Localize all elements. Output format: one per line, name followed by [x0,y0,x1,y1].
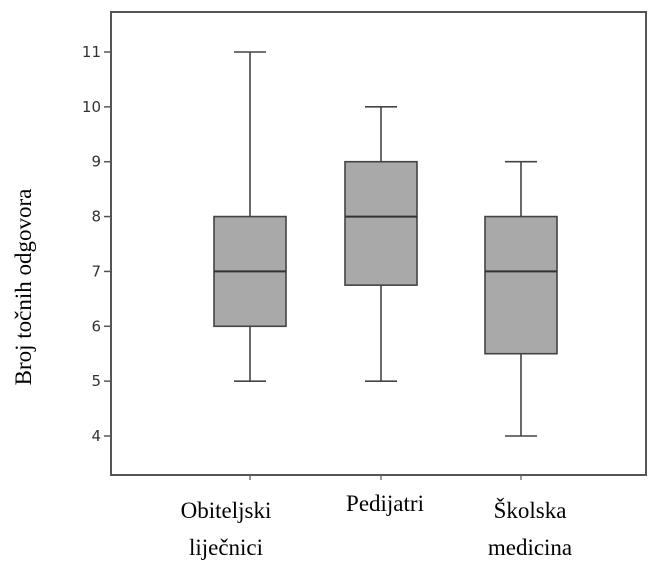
category-label: medicina [488,535,572,560]
category-label: Školska [494,497,567,523]
box-group [213,51,287,382]
y-tick-label: 8 [91,208,101,226]
category-label: liječnici [189,535,263,560]
y-tick-label: 4 [91,427,101,445]
y-tick-label: 5 [91,372,101,390]
box-group [344,106,418,382]
plot-frame [110,11,647,476]
y-tick-label: 7 [91,262,101,280]
y-axis-title: Broj točnih odgovora [11,189,36,386]
y-tick-label: 11 [82,43,101,61]
x-axis: Obiteljski liječnici Pedijatri Školska medic… [181,475,572,560]
y-tick-label: 9 [91,153,101,171]
y-tick-label: 6 [91,317,101,335]
box-iqr [344,160,418,286]
box-group [484,160,558,437]
box-iqr [484,215,558,355]
boxes [213,51,558,437]
y-tick-label: 10 [82,98,101,116]
category-label: Obiteljski [181,498,272,523]
y-axis: 4 5 6 7 8 9 10 11 [82,43,111,445]
category-label: Pedijatri [346,491,424,516]
